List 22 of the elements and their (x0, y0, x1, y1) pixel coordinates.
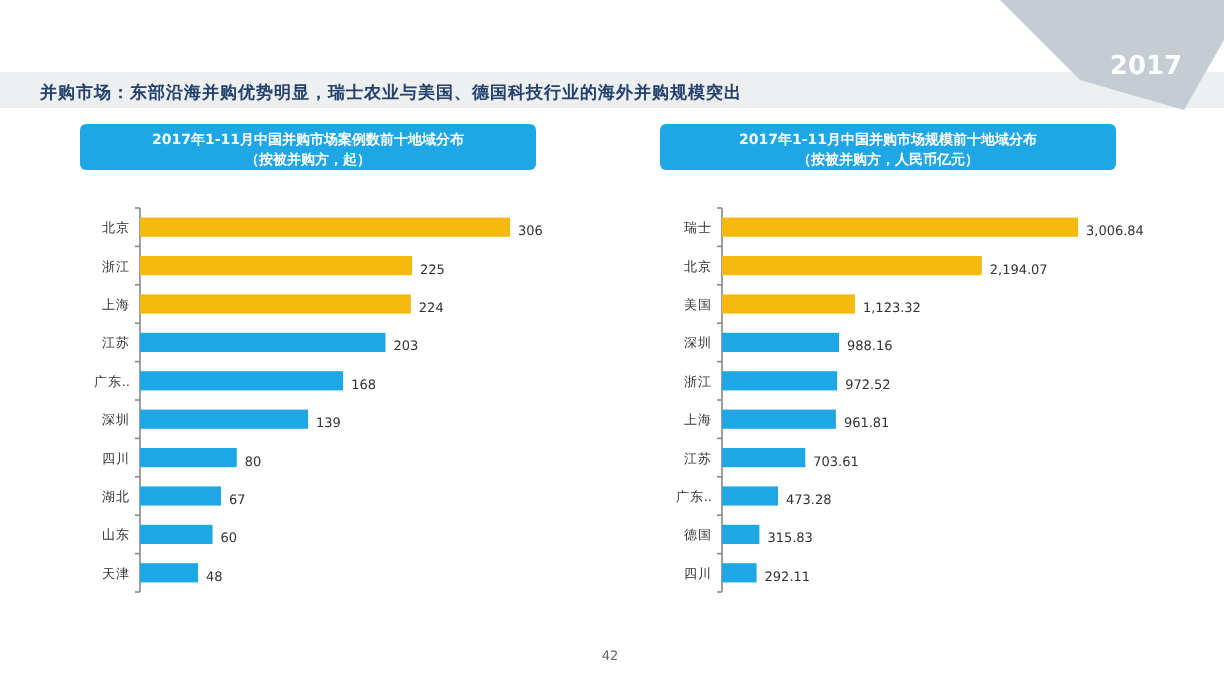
text: 并购市场：东部沿海并购优势明显，瑞士农业与美国、德国科技行业的海外并购规模突出 (38, 82, 742, 104)
bar (722, 524, 760, 544)
bar (140, 448, 237, 468)
bar (140, 217, 510, 237)
bar (722, 256, 982, 276)
bar (140, 524, 213, 544)
bar (140, 332, 386, 352)
bar (140, 294, 411, 314)
bar (722, 563, 757, 583)
bar (140, 371, 344, 391)
bar (722, 332, 839, 352)
bar (722, 448, 806, 468)
bar (722, 371, 838, 391)
bar (140, 486, 222, 506)
bar (140, 563, 199, 583)
bar (722, 409, 836, 429)
bar (140, 256, 413, 276)
bar (722, 294, 855, 314)
bar (140, 409, 309, 429)
bar (722, 486, 779, 506)
bar (722, 217, 1078, 237)
text: 2017 (1109, 52, 1183, 82)
